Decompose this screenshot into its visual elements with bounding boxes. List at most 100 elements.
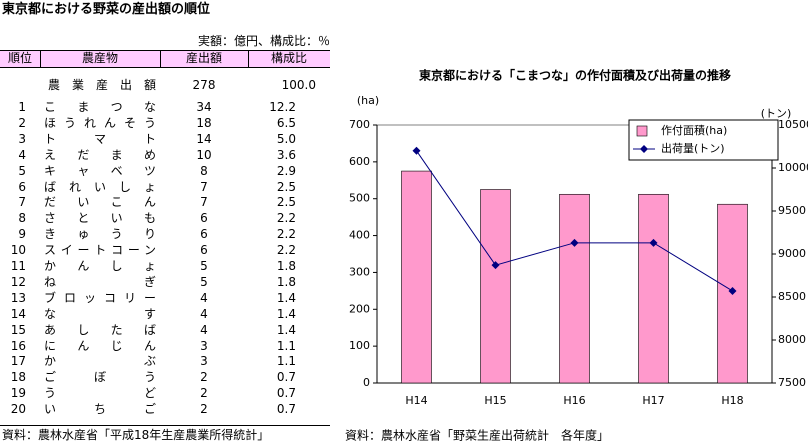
rank: 3	[18, 131, 26, 146]
legend-label: 作付面積(ha)	[661, 123, 727, 137]
y-tick-label: 700	[349, 118, 370, 131]
marker	[570, 238, 579, 247]
value: 4	[200, 290, 208, 305]
y2-tick-label: 9000	[778, 247, 806, 260]
x-tick-label: H16	[563, 394, 585, 407]
share: 2.5	[276, 195, 296, 210]
value: 7	[200, 195, 208, 210]
share: 0.7	[276, 402, 296, 417]
legend-box	[628, 119, 779, 161]
crop-name: かぶ	[44, 354, 156, 369]
marker	[649, 238, 658, 247]
y2-tick-label: 10500	[778, 118, 808, 131]
value: 18	[196, 115, 212, 130]
y2-tick-label: 9500	[778, 204, 806, 217]
rank: 5	[18, 163, 26, 178]
share: 12.2	[269, 100, 296, 114]
crop-name: スイートコーン	[44, 243, 156, 258]
value: 5	[200, 274, 208, 289]
rank: 10	[10, 243, 26, 258]
crop-name: きゅうり	[44, 227, 156, 242]
y-tick-label: 200	[349, 302, 370, 315]
crop-name: さといも	[44, 211, 156, 226]
bar	[559, 193, 590, 384]
rank: 1	[18, 100, 26, 114]
total-share: 100.0	[281, 78, 316, 92]
bar	[401, 170, 432, 384]
crop-name: ねぎ	[44, 274, 156, 289]
share: 1.1	[276, 354, 296, 369]
page-title: 東京都における野菜の産出額の順位	[2, 2, 211, 17]
header-cell: 農産物	[81, 51, 118, 65]
rank: 11	[10, 259, 26, 273]
y-axis-label: (ha)	[357, 94, 379, 107]
y-tick-label: 600	[349, 155, 370, 168]
rank: 19	[10, 386, 26, 401]
rank: 9	[18, 227, 26, 242]
crop-name: トマト	[44, 131, 156, 146]
bar	[638, 193, 669, 384]
crop-name: えだまめ	[44, 147, 156, 162]
chart-source: 資料：農林水産省「野菜生産出荷統計 各年度」	[345, 428, 609, 443]
share: 6.5	[276, 115, 296, 130]
y-tick-label: 100	[349, 339, 370, 352]
share: 2.2	[276, 211, 296, 226]
crop-name: こまつな	[44, 100, 156, 114]
value: 3	[200, 338, 208, 353]
share: 0.7	[276, 386, 296, 401]
y2-axis-label: (トン)	[761, 107, 792, 120]
rank: 4	[18, 147, 26, 162]
rank: 6	[18, 179, 26, 194]
value: 8	[200, 163, 208, 178]
legend-swatch	[636, 125, 648, 137]
crop-name: いちご	[44, 402, 156, 417]
y-tick-label: 0	[363, 376, 370, 389]
crop-name: ばれいしょ	[44, 179, 156, 194]
header-cell: 産出額	[185, 51, 222, 65]
y-tick-label: 300	[349, 265, 370, 278]
crop-name: あしたば	[44, 322, 156, 337]
table-bottom-line	[0, 425, 330, 426]
rank: 20	[10, 402, 26, 417]
y2-tick-label: 7500	[778, 376, 806, 389]
value: 4	[200, 322, 208, 337]
rank: 14	[10, 306, 26, 321]
x-tick-label: H18	[721, 394, 743, 407]
legend-label: 出荷量(トン)	[661, 141, 725, 155]
rank: 13	[10, 290, 26, 305]
value: 10	[196, 147, 212, 162]
crop-name: だいこん	[44, 195, 156, 210]
value: 6	[200, 227, 208, 242]
y2-tick-label: 8000	[778, 333, 806, 346]
header-cell: 構成比	[270, 51, 307, 65]
value: 2	[200, 386, 208, 401]
table-source: 資料：農林水産省「平成18年生産農業所得統計」	[2, 428, 270, 442]
marker	[491, 261, 500, 270]
share: 2.9	[276, 163, 296, 178]
crop-name: うど	[44, 386, 156, 401]
share: 0.7	[276, 370, 296, 385]
rank: 16	[10, 338, 26, 353]
total-value: 278	[192, 78, 216, 92]
value: 3	[200, 354, 208, 369]
value: 6	[200, 243, 208, 258]
y-tick-label: 400	[349, 229, 370, 242]
share: 5.0	[276, 131, 296, 146]
rank: 8	[18, 211, 26, 226]
value: 14	[196, 131, 212, 146]
value: 5	[200, 259, 208, 273]
value: 34	[196, 100, 212, 114]
share: 2.2	[276, 227, 296, 242]
bar	[480, 189, 511, 384]
x-tick-label: H15	[484, 394, 506, 407]
value: 2	[200, 402, 208, 417]
crop-name: キャベツ	[44, 163, 156, 178]
header-bg	[0, 50, 330, 68]
crop-name: なす	[44, 306, 156, 321]
crop-name: にんじん	[44, 338, 156, 353]
crop-name: ほうれんそう	[44, 115, 156, 130]
unit-note: 実額：億円、構成比：％	[197, 34, 330, 48]
crop-name: ブロッコリー	[44, 290, 156, 305]
